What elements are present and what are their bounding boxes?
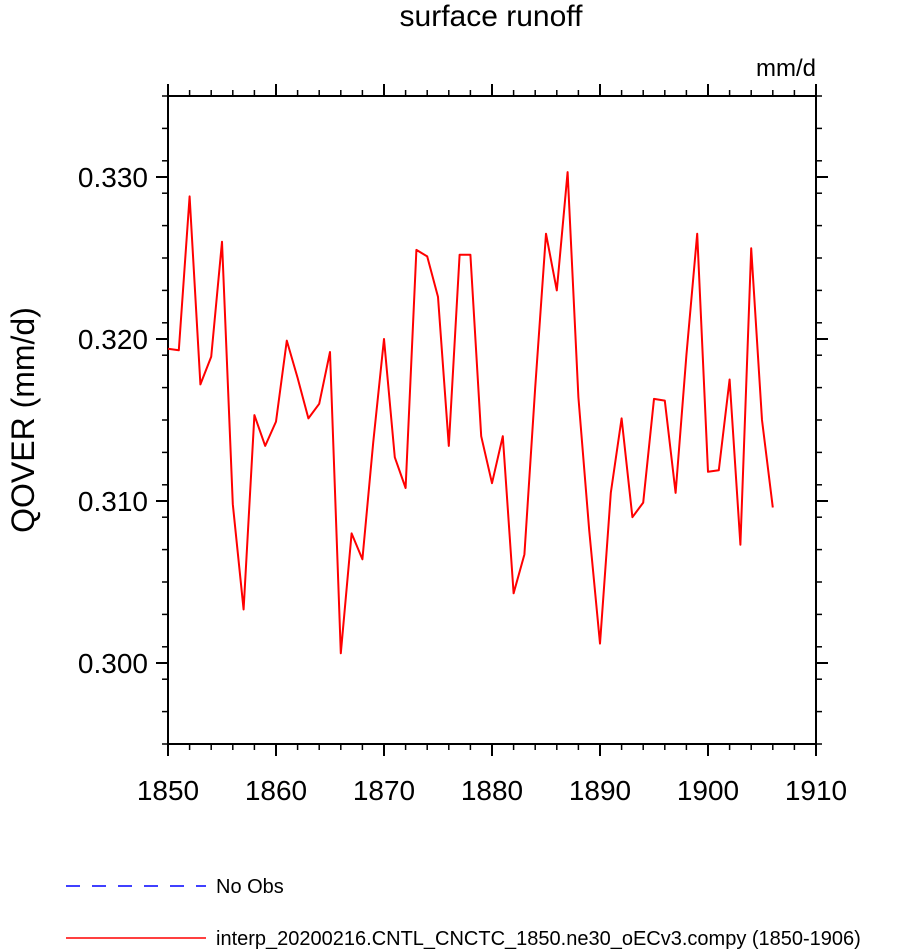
units-label: mm/d <box>756 55 816 82</box>
plot-frame <box>167 95 817 745</box>
y-tick-label: 0.320 <box>78 324 148 355</box>
y-axis-label: QOVER (mm/d) <box>5 307 41 533</box>
x-tick-label: 1900 <box>677 775 739 806</box>
y-tick-label: 0.330 <box>78 162 148 193</box>
y-tick-label: 0.310 <box>78 486 148 517</box>
legend: No Obs interp_20200216.CNTL_CNCTC_1850.ne… <box>66 876 861 949</box>
y-tick-label: 0.300 <box>78 648 148 679</box>
x-tick-label: 1850 <box>137 775 199 806</box>
chart-title: surface runoff <box>400 0 584 33</box>
x-tick-label: 1890 <box>569 775 631 806</box>
axis-tick-labels: 1850 1860 1870 1880 1890 1900 1910 0.300 0.310 0.… <box>78 162 847 806</box>
axis-ticks <box>156 84 828 756</box>
x-tick-label: 1880 <box>461 775 523 806</box>
series-layer <box>167 171 774 655</box>
x-tick-label: 1860 <box>245 775 307 806</box>
x-tick-label: 1910 <box>785 775 847 806</box>
series-line <box>167 171 774 655</box>
x-tick-label: 1870 <box>353 775 415 806</box>
legend-label: No Obs <box>216 876 284 898</box>
legend-label: interp_20200216.CNTL_CNCTC_1850.ne30_oEC… <box>216 928 861 949</box>
